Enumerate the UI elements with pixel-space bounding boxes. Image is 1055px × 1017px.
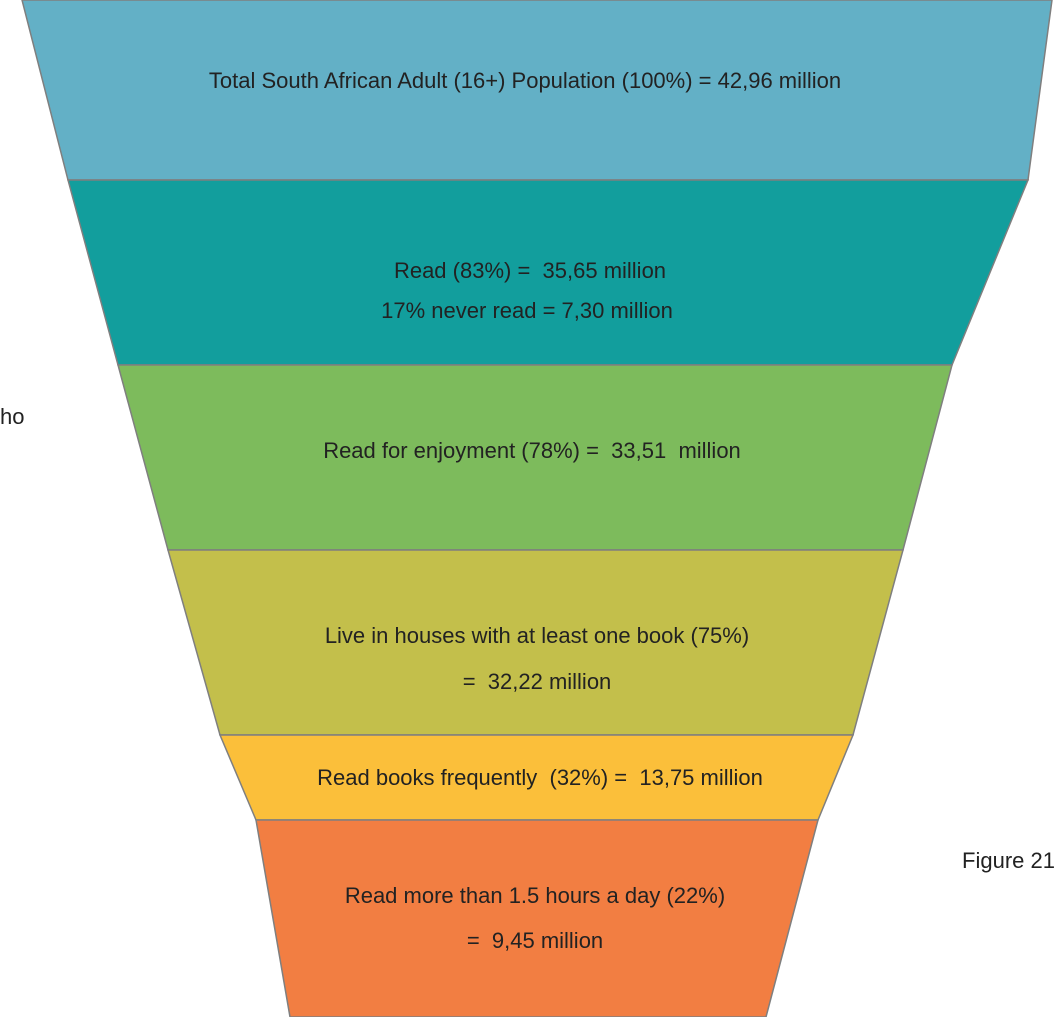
layer-label: Read (83%) = 35,65 million [394, 258, 666, 283]
layer-label: 17% never read = 7,30 million [381, 298, 673, 323]
layer-label: Total South African Adult (16+) Populati… [209, 68, 841, 93]
layer-label: Read more than 1.5 hours a day (22%) [345, 883, 725, 908]
layer-label: = 9,45 million [467, 928, 603, 953]
side-note: Figure 21 [962, 848, 1055, 873]
layer-label: Read for enjoyment (78%) = 33,51 million [323, 438, 741, 463]
layer-label: = 32,22 million [463, 669, 612, 694]
funnel-layer [255, 819, 819, 1017]
side-note: ho [0, 404, 24, 429]
layer-label: Read books frequently (32%) = 13,75 mill… [317, 765, 763, 790]
layer-label: Live in houses with at least one book (7… [325, 623, 749, 648]
